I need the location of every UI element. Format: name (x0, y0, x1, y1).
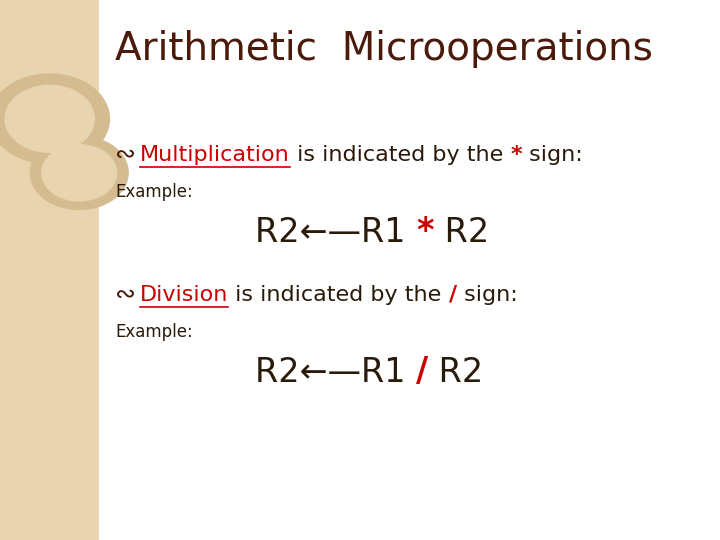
Text: sign:: sign: (522, 145, 582, 165)
Text: R2←—R1: R2←—R1 (255, 215, 416, 248)
Circle shape (0, 74, 109, 164)
Text: R2←—R1: R2←—R1 (255, 355, 416, 388)
Circle shape (42, 145, 117, 201)
Text: /: / (416, 355, 428, 388)
Text: *: * (510, 145, 522, 165)
Text: Example:: Example: (115, 183, 193, 201)
Text: Multiplication: Multiplication (140, 145, 289, 165)
Text: Example:: Example: (115, 323, 193, 341)
Text: is indicated by the: is indicated by the (228, 285, 449, 305)
FancyBboxPatch shape (0, 0, 99, 540)
Text: Division: Division (140, 285, 228, 305)
Circle shape (30, 136, 128, 210)
Text: Arithmetic  Microoperations: Arithmetic Microoperations (115, 30, 653, 68)
Text: R2: R2 (428, 355, 484, 388)
Text: *: * (416, 215, 433, 248)
Text: is indicated by the: is indicated by the (289, 145, 510, 165)
Text: sign:: sign: (457, 285, 518, 305)
Text: ∾: ∾ (115, 143, 136, 167)
Text: R2: R2 (433, 215, 489, 248)
Text: /: / (449, 285, 457, 305)
Circle shape (5, 85, 94, 152)
Text: ∾: ∾ (115, 283, 136, 307)
